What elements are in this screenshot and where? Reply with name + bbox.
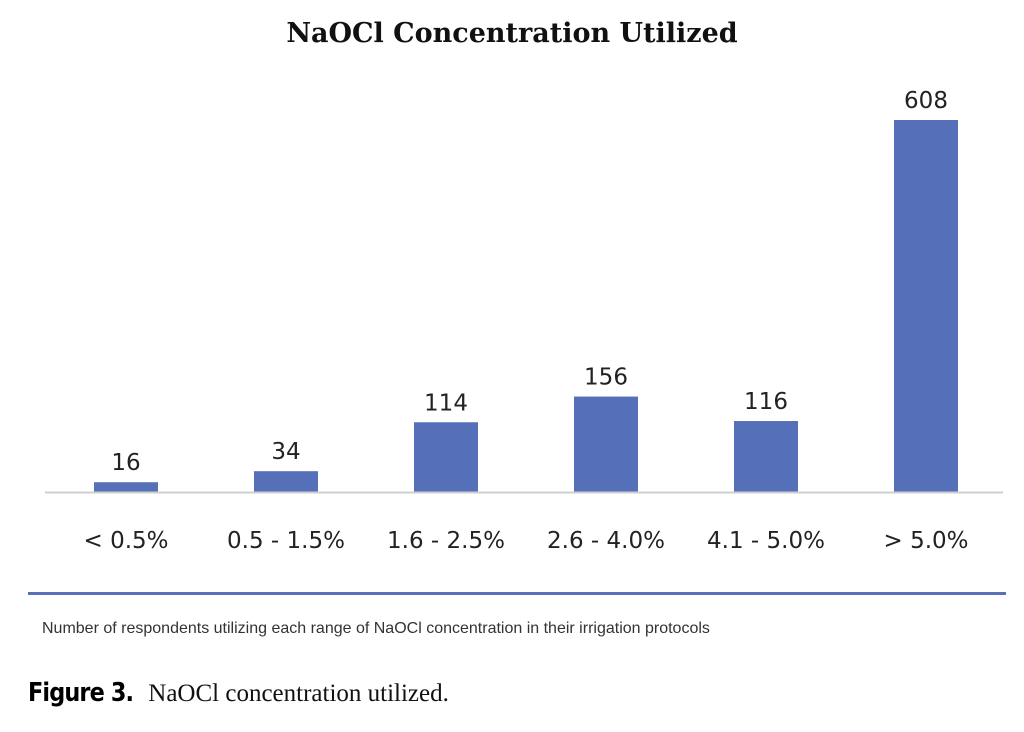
category-label: < 0.5% bbox=[83, 528, 168, 554]
category-label: 4.1 - 5.0% bbox=[707, 528, 825, 554]
bar bbox=[734, 421, 798, 492]
figure-caption: Figure 3. NaOCl concentration utilized. bbox=[28, 678, 449, 708]
bar-value-label: 608 bbox=[904, 88, 948, 114]
figure-caption-label: Figure 3. bbox=[28, 678, 134, 708]
bar bbox=[254, 471, 318, 492]
bars-group bbox=[94, 120, 958, 492]
category-label: 2.6 - 4.0% bbox=[547, 528, 665, 554]
bar-value-label: 114 bbox=[424, 390, 468, 416]
bar bbox=[414, 422, 478, 492]
figure-caption-text: NaOCl concentration utilized. bbox=[148, 680, 449, 707]
bar bbox=[94, 482, 158, 492]
category-label: > 5.0% bbox=[883, 528, 968, 554]
bar bbox=[574, 396, 638, 492]
category-label: 1.6 - 2.5% bbox=[387, 528, 505, 554]
category-labels-group: < 0.5% 0.5 - 1.5% 1.6 - 2.5% 2.6 - 4.0% 4.1 … bbox=[83, 528, 968, 554]
bar-value-label: 116 bbox=[744, 389, 788, 415]
divider-line bbox=[28, 592, 1006, 595]
bar-value-label: 16 bbox=[111, 450, 140, 476]
bar-value-label: 34 bbox=[271, 439, 300, 465]
chart-footnote: Number of respondents utilizing each ran… bbox=[42, 620, 710, 637]
bar-value-label: 156 bbox=[584, 365, 628, 391]
value-labels-group: 16 34 114 156 116 608 bbox=[111, 88, 948, 476]
category-label: 0.5 - 1.5% bbox=[227, 528, 345, 554]
bar bbox=[894, 120, 958, 492]
chart-title: NaOCl Concentration Utilized bbox=[286, 18, 738, 49]
bar-chart: 16 34 114 156 116 608 < 0.5% 0.5 - 1.5% 1.6 - 2… bbox=[45, 88, 1003, 554]
